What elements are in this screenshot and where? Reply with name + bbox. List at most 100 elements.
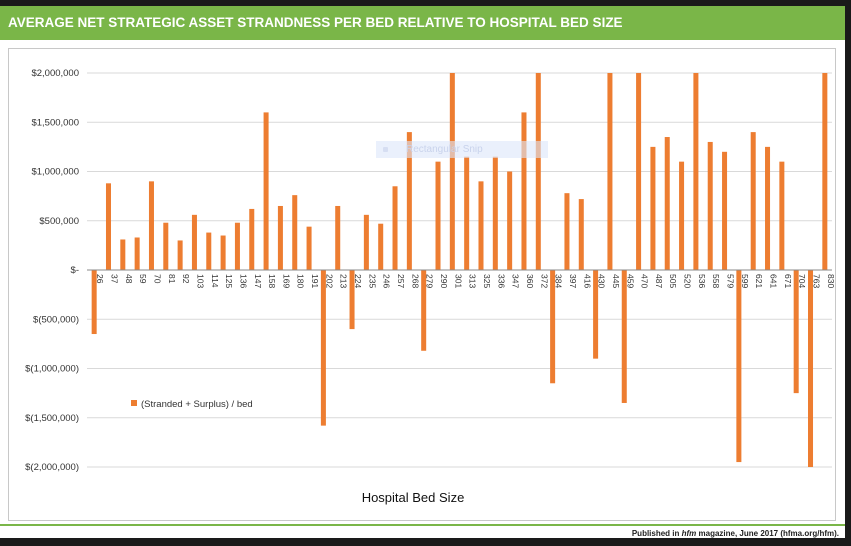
bar [163,222,169,270]
bar [808,270,814,467]
bar [320,270,326,426]
chart-title: AVERAGE NET STRATEGIC ASSET STRANDNESS P… [8,15,623,30]
bar [406,132,412,270]
x-tick-label: 325 [482,274,492,288]
bar [564,193,570,270]
bar [134,237,140,270]
bar [421,270,427,351]
y-tick-label: $(1,500,000) [25,413,79,424]
x-tick-label: 235 [367,274,377,288]
x-tick-label: 268 [410,274,420,288]
x-tick-label: 279 [425,274,435,288]
x-tick-label: 202 [324,274,334,288]
x-tick-label: 59 [138,274,148,284]
y-tick-label: $1,000,000 [31,167,79,178]
x-tick-label: 360 [525,274,535,288]
bar [234,222,240,270]
bar [449,73,455,270]
bar [550,270,556,384]
x-tick-label: 257 [396,274,406,288]
x-tick-label: 830 [826,274,836,288]
bar [765,146,771,270]
x-tick-label: 384 [554,274,564,288]
x-tick-label: 290 [439,274,449,288]
bar-chart: $2,000,000 $1,500,000 $1,000,000 $500,000 $-… [25,68,836,505]
bar [521,112,527,271]
x-tick-label: 37 [109,274,119,284]
bar [492,156,498,270]
bar [292,195,298,270]
bar [621,270,627,403]
bar [593,270,599,359]
y-tick-label: $(500,000) [33,314,79,325]
x-tick-label: 70 [152,274,162,284]
footer-strip [0,524,845,538]
y-tick-label: $500,000 [39,216,79,227]
x-axis-ticks: 26 37 48 59 70 81 92 103 114 125 136 147 158 169 180 19… [95,274,836,288]
bar [177,240,183,270]
publication-credit: Published in hfm magazine, June 2017 (hf… [631,529,839,538]
x-tick-label: 470 [640,274,650,288]
snip-label: Rectangular Snip [406,144,483,155]
bar [191,214,197,270]
legend-label: (Stranded + Surplus) / bed [141,399,253,410]
bar [349,270,355,330]
x-axis-label: Hospital Bed Size [362,490,465,505]
bar [636,73,642,270]
bar [249,208,255,270]
bar [822,73,828,270]
bars [91,73,828,467]
x-tick-label: 505 [668,274,678,288]
bar [535,73,541,270]
x-tick-label: 704 [797,274,807,288]
x-tick-label: 536 [697,274,707,288]
x-tick-label: 48 [124,274,134,284]
x-tick-label: 372 [539,274,549,288]
x-tick-label: 103 [195,274,205,288]
bar [220,235,226,270]
bar [263,112,269,271]
bar [306,226,312,270]
x-tick-label: 169 [281,274,291,288]
x-tick-label: 641 [769,274,779,288]
bar [679,161,685,270]
x-tick-label: 224 [353,274,363,288]
x-tick-label: 599 [740,274,750,288]
x-tick-label: 26 [95,274,105,284]
bar [507,171,513,270]
bar [435,161,441,270]
bar [750,132,756,270]
y-tick-label: $- [71,265,79,276]
rectangular-snip-overlay[interactable]: Rectangular Snip [376,141,548,158]
bar [120,239,126,270]
x-tick-label: 621 [754,274,764,288]
bar [206,232,212,270]
x-tick-label: 213 [339,274,349,288]
legend: (Stranded + Surplus) / bed [131,399,253,410]
x-tick-label: 81 [167,274,177,284]
y-tick-label: $(2,000,000) [25,462,79,473]
bar [736,270,742,463]
x-tick-label: 397 [568,274,578,288]
x-tick-label: 459 [625,274,635,288]
x-tick-label: 579 [726,274,736,288]
x-tick-label: 487 [654,274,664,288]
bar [335,205,341,270]
x-tick-label: 416 [582,274,592,288]
x-tick-label: 147 [253,274,263,288]
bar [277,205,283,270]
x-tick-label: 520 [683,274,693,288]
x-tick-label: 313 [468,274,478,288]
x-tick-label: 671 [783,274,793,288]
x-tick-label: 430 [597,274,607,288]
x-tick-label: 191 [310,274,320,288]
bar [363,214,369,270]
chart-title-banner: AVERAGE NET STRATEGIC ASSET STRANDNESS P… [0,6,845,40]
bar [392,186,398,270]
x-tick-label: 180 [296,274,306,288]
snip-icon [383,147,388,152]
y-tick-label: $(1,000,000) [25,364,79,375]
bar [91,270,97,335]
x-tick-label: 445 [611,274,621,288]
plot-area: $2,000,000 $1,500,000 $1,000,000 $500,000 $-… [8,48,836,521]
